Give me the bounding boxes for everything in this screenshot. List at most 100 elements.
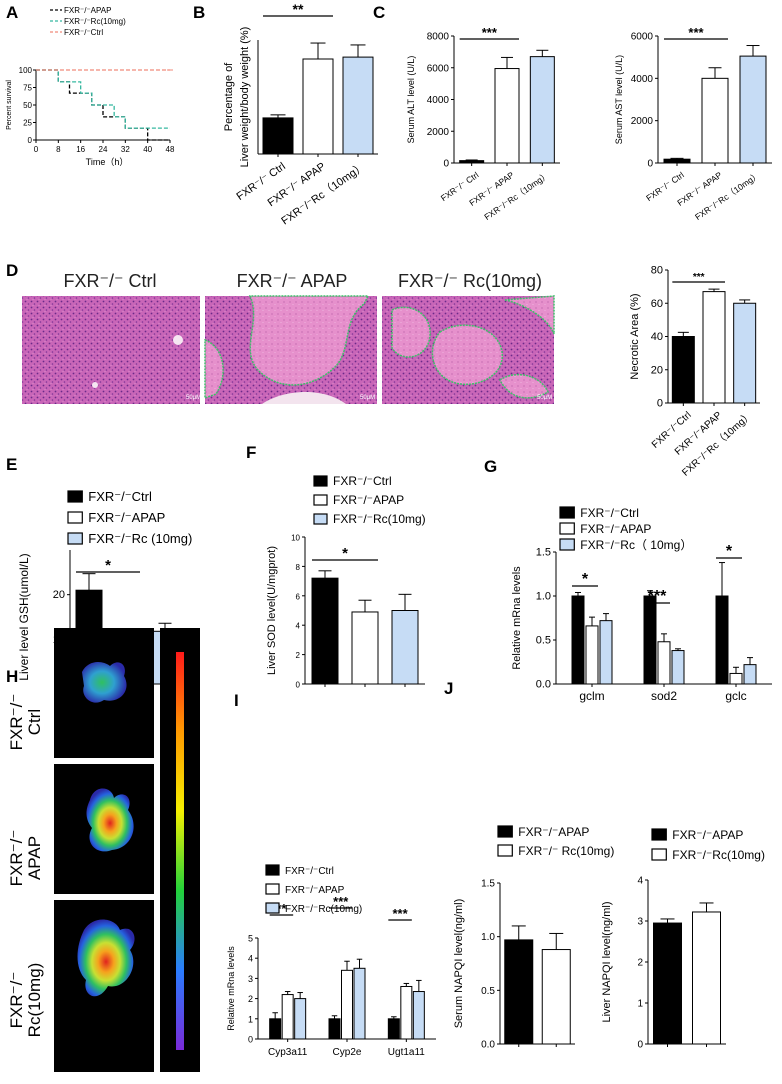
significance-label: * — [726, 543, 733, 560]
x-tick-label: 8 — [56, 145, 61, 154]
signal-blob — [86, 788, 134, 852]
y-tick-label: 0.5 — [481, 986, 495, 997]
x-tick-label: sod2 — [651, 689, 677, 703]
y-axis-label: Serum ALT level (U/L) — [406, 56, 416, 144]
y-tick-label: 1 — [637, 999, 643, 1010]
y-axis-label: Relative mRna levels — [226, 946, 236, 1031]
bar — [504, 939, 534, 1045]
bar — [281, 994, 294, 1040]
y-axis-label: Liver SOD level(U/mgprot) — [266, 546, 278, 675]
vessel — [262, 391, 346, 404]
x-tick-label: gclm — [579, 689, 604, 703]
bar — [391, 610, 419, 685]
significance-label: * — [582, 571, 589, 588]
x-tick-label: Cyp3a11 — [268, 1047, 308, 1058]
y-tick-label: 3 — [637, 917, 643, 928]
y-tick-label: 4 — [296, 622, 301, 631]
y-tick-label: 20 — [53, 589, 65, 601]
scale-bar-label: 50μM — [186, 395, 201, 401]
legend-label: FXR⁻/⁻APAP — [88, 510, 165, 525]
bar — [262, 117, 294, 155]
legend-swatch — [651, 828, 667, 841]
imaging-row-label: FXR⁻/⁻ — [7, 694, 26, 751]
x-tick-label: FXR⁻/⁻Rc（10mg） — [693, 170, 762, 222]
legend-swatch — [67, 532, 83, 545]
panel-letter: C — [373, 3, 385, 22]
y-tick-label: 4 — [248, 954, 253, 964]
y-tick-label: 2 — [637, 958, 643, 969]
necrosis-area — [504, 295, 555, 335]
bar — [571, 595, 585, 685]
chart-J1: 0.0 0.5 1.0 1.5 Serum NAPQI level(ng/ml) FXR⁻… — [453, 825, 614, 1051]
bar — [701, 77, 729, 164]
central-vein — [173, 335, 183, 345]
y-tick-label: 0 — [248, 1035, 253, 1045]
y-tick-label: 4000 — [427, 95, 450, 106]
y-tick-label: 10 — [291, 534, 300, 543]
x-tick-label: 40 — [143, 145, 152, 154]
y-tick-label: 0 — [647, 159, 653, 170]
legend-label: FXR⁻/⁻Ctrl — [333, 474, 392, 488]
y-axis-label: Percentage of — [223, 62, 235, 131]
survival-curve — [36, 69, 170, 129]
significance-label: ** — [293, 1, 304, 17]
necrosis-area — [248, 295, 370, 386]
significance-label: *** — [648, 588, 667, 605]
legend-label: FXR⁻/⁻Ctrl — [580, 506, 639, 520]
histology-title-apap: FXR⁻/⁻ APAP — [237, 271, 348, 291]
legend-swatch — [497, 825, 513, 838]
bar — [653, 922, 682, 1045]
bar — [342, 56, 374, 155]
imaging-row-label: FXR⁻/⁻ — [7, 830, 26, 887]
bar — [400, 985, 413, 1040]
y-tick-label: 6 — [296, 592, 301, 601]
y-tick-label: 2 — [296, 651, 301, 660]
y-tick-label: 60 — [651, 298, 663, 310]
signal-blob — [77, 919, 135, 997]
bar — [494, 68, 520, 164]
y-tick-label: 8000 — [427, 32, 450, 43]
legend-label: FXR⁻/⁻Ctrl — [64, 28, 103, 37]
bar — [541, 949, 571, 1045]
bar — [729, 672, 743, 685]
legend-label: FXR⁻/⁻APAP — [64, 6, 111, 15]
bar — [294, 998, 307, 1040]
chart-J2: 0 1 2 3 4 Liver NAPQI level(ng/ml) FXR⁻/⁻APAP F… — [601, 828, 765, 1051]
x-tick-label: 32 — [121, 145, 130, 154]
bar — [302, 58, 334, 155]
y-tick-label: 1.0 — [481, 932, 495, 943]
panel-letter: H — [6, 667, 18, 686]
legend-swatch — [651, 848, 667, 861]
chart-G: 0.0 0.5 1.0 1.5 Relative mRna levels gclm sod2… — [511, 506, 772, 703]
legend-label: FXR⁻/⁻Ctrl — [88, 489, 152, 504]
legend-label: FXR⁻/⁻ Rc(10mg) — [518, 844, 614, 858]
y-tick-label: 0 — [637, 1040, 643, 1051]
panel-letter: B — [193, 3, 205, 22]
y-axis-label: Serum NAPQI level(ng/ml) — [453, 899, 465, 1029]
y-axis-label: Liver NAPQI level(ng/ml) — [601, 901, 613, 1022]
y-tick-label: 2000 — [631, 116, 654, 127]
y-tick-label: 40 — [651, 331, 663, 343]
necrosis-area — [204, 338, 224, 400]
bar — [269, 1018, 282, 1040]
significance-label: *** — [392, 906, 408, 921]
y-tick-label: 1.5 — [536, 547, 551, 559]
chart-A: 0 25 50 75 100 0 8 16 24 32 40 48 Time（h） Percent sur… — [6, 6, 175, 167]
legend-swatch — [265, 902, 280, 914]
legend-swatch — [313, 475, 328, 487]
signal-blob — [82, 662, 127, 703]
y-tick-label: 0.0 — [536, 679, 551, 691]
bar — [692, 911, 721, 1045]
y-tick-label: 4000 — [631, 74, 654, 85]
x-tick-label: Ugt1a11 — [388, 1047, 426, 1058]
legend-swatch — [265, 864, 280, 876]
bar — [353, 967, 366, 1040]
legend-swatch — [313, 513, 328, 525]
bar — [328, 1018, 341, 1040]
scale-bar-label: 50μM — [537, 395, 552, 401]
bar — [341, 969, 353, 1040]
y-tick-label: 0 — [657, 398, 663, 410]
